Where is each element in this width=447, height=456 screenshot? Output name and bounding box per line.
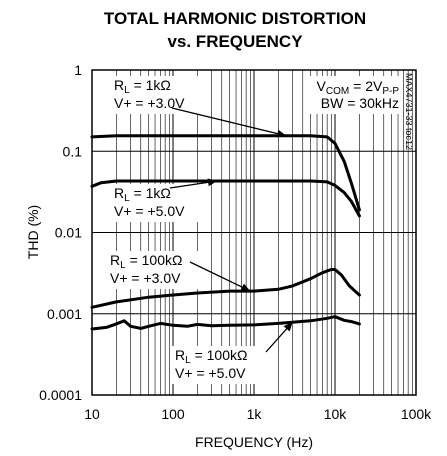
tick-labels: 10 100 1k 10k 100k 1 0.1 0.01 0.001 0.0001: [39, 62, 432, 422]
arrowhead: [207, 178, 218, 187]
series-line-2: [90, 179, 361, 218]
condition-bw: BW = 30kHz: [321, 95, 399, 111]
series-line-3: [90, 268, 361, 309]
series-label-supply: V+ = +5.0V: [114, 203, 185, 219]
x-axis-label: FREQUENCY (Hz): [195, 434, 313, 450]
conditions-box: [306, 76, 402, 114]
series-line-4: [90, 315, 361, 331]
arrowhead: [276, 129, 287, 138]
series-label-background: [111, 184, 203, 222]
chart-title: TOTAL HARMONIC DISTORTION: [104, 9, 366, 28]
series-label-supply: V+ = +3.0V: [114, 95, 185, 111]
chart-subtitle: vs. FREQUENCY: [167, 32, 303, 51]
arrowhead: [240, 283, 251, 292]
x-tick-label: 10k: [324, 406, 348, 422]
series-label-background: [107, 251, 199, 289]
series-label-supply: V+ = +5.0V: [175, 365, 246, 381]
x-tick-label: 100k: [401, 406, 432, 422]
series-line-1: [90, 134, 361, 212]
series-curves: [90, 134, 361, 331]
leader-line: [189, 261, 251, 292]
x-tick-label: 100: [161, 406, 185, 422]
x-tick-label: 10: [84, 406, 100, 422]
y-tick-label: 0.01: [55, 225, 82, 241]
condition-vcom: VCOM = 2VP-P: [317, 78, 400, 97]
y-tick-label: 0.0001: [39, 387, 82, 403]
series-label-load: RL = 1kΩ: [114, 77, 171, 96]
series-label-background: [111, 76, 203, 114]
plot-frame: [91, 69, 417, 396]
y-axis-label: THD (%): [25, 205, 41, 259]
grid: [91, 70, 416, 395]
series-label-background: [172, 346, 264, 384]
leader-line: [171, 107, 287, 137]
figure-id: MAX4731-33 toc12: [404, 73, 414, 150]
series-label-load: RL = 100kΩ: [175, 347, 247, 366]
x-tick-label: 1k: [247, 406, 263, 422]
y-tick-label: 1: [74, 62, 82, 78]
series-label-supply: V+ = +3.0V: [110, 270, 181, 286]
series-label-load: RL = 1kΩ: [114, 185, 171, 204]
y-tick-label: 0.1: [63, 143, 83, 159]
series-label-load: RL = 100kΩ: [110, 252, 182, 271]
y-tick-label: 0.001: [47, 306, 82, 322]
arrowhead: [283, 322, 293, 332]
